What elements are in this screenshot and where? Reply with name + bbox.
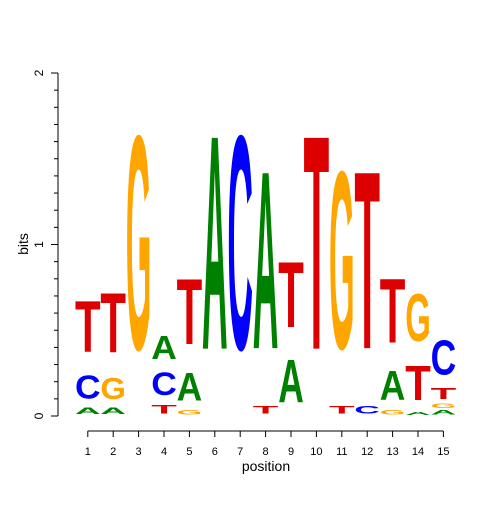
letter-C-pos-12: C (354, 404, 380, 416)
x-tick-label-9: 9 (288, 446, 294, 458)
letter-A-pos-13: A (380, 364, 406, 410)
x-tick-label-4: 4 (161, 446, 167, 458)
x-tick-label-2: 2 (110, 446, 116, 458)
x-tick-label-11: 11 (336, 446, 347, 458)
letter-A-pos-15: A (431, 409, 457, 416)
letter-T-pos-8: T (253, 404, 279, 416)
letter-A-pos-6: A (202, 73, 228, 414)
x-tick-label-5: 5 (186, 446, 192, 458)
letter-T-pos-2: T (100, 276, 126, 371)
y-axis-label: bits (15, 233, 31, 255)
letter-C-pos-15: C (431, 331, 457, 386)
letter-T-pos-9: T (278, 243, 304, 348)
y-tick-label: 2 (32, 69, 46, 76)
letter-A-pos-8: A (253, 120, 279, 403)
letter-C-pos-7: C (227, 73, 253, 414)
letter-A-pos-1: A (75, 406, 101, 416)
x-tick-label-8: 8 (263, 446, 269, 458)
letter-G-pos-14: G (405, 281, 431, 356)
letter-A-pos-5: A (177, 364, 203, 408)
y-tick-label: 0 (32, 412, 46, 419)
x-tick-label-1: 1 (85, 446, 91, 458)
letter-T-pos-10: T (304, 73, 330, 415)
letter-A-pos-9: A (278, 347, 304, 416)
x-tick-label-3: 3 (136, 446, 142, 458)
letter-G-pos-13: G (380, 409, 406, 416)
x-tick-label-13: 13 (386, 446, 398, 458)
letter-T-pos-11: T (329, 404, 355, 416)
x-tick-label-14: 14 (412, 446, 424, 458)
y-tick-label: 1 (32, 241, 46, 248)
letter-T-pos-15: T (431, 385, 457, 402)
letter-T-pos-12: T (354, 118, 380, 403)
x-tick-label-15: 15 (437, 446, 449, 458)
x-tick-label-7: 7 (237, 446, 243, 458)
letter-T-pos-13: T (380, 260, 406, 363)
letter-A-pos-14: A (405, 411, 431, 416)
letter-A-pos-2: A (100, 406, 126, 416)
letter-T-pos-14: T (405, 356, 431, 411)
x-tick-label-10: 10 (310, 446, 322, 458)
letter-G-pos-2: G (100, 371, 126, 406)
letter-A-pos-4: A (151, 330, 177, 367)
letter-T-pos-4: T (151, 402, 177, 416)
x-axis-label: position (242, 458, 290, 474)
letter-T-pos-5: T (177, 260, 203, 365)
x-tick-label-12: 12 (361, 446, 373, 458)
letter-G-pos-15: G (431, 403, 457, 410)
letter-C-pos-4: C (151, 367, 177, 403)
letter-G-pos-11: G (329, 119, 355, 402)
letter-C-pos-1: C (75, 369, 101, 406)
x-tick-label-6: 6 (212, 446, 218, 458)
letter-G-pos-3: G (126, 73, 152, 415)
letter-T-pos-1: T (75, 285, 101, 367)
letter-G-pos-5: G (177, 409, 203, 416)
